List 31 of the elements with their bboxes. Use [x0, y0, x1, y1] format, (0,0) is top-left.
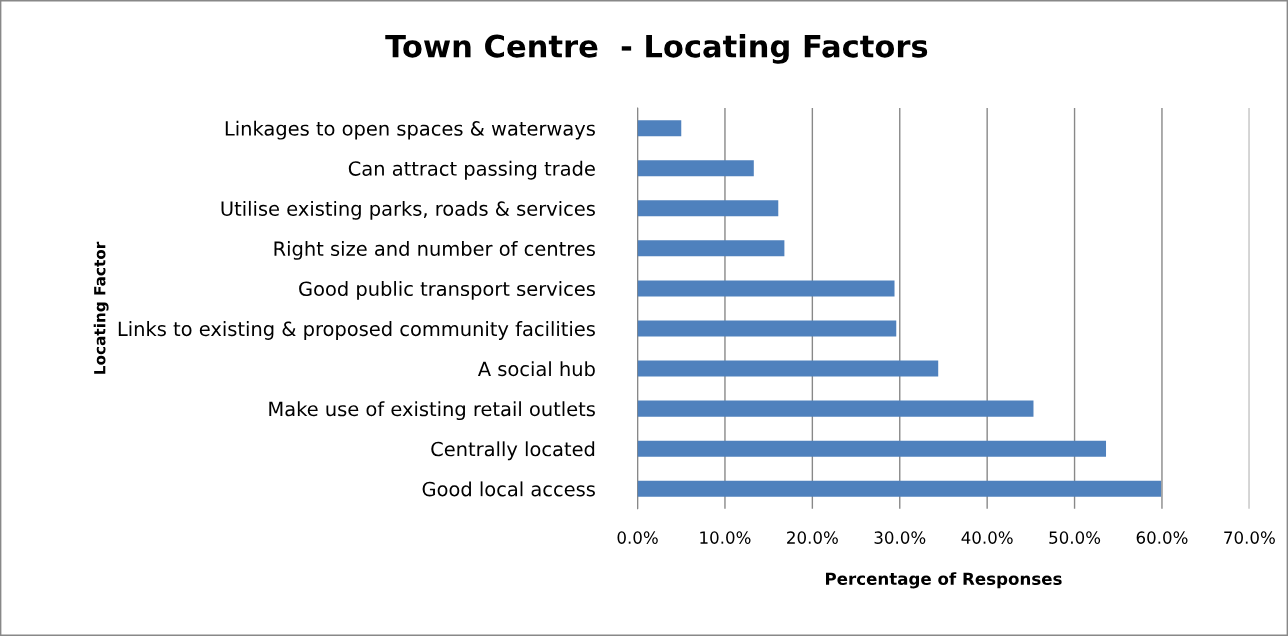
bar: [637, 240, 785, 257]
y-tick-label: Good local access: [422, 481, 595, 497]
x-tick-label: 20.0%: [787, 531, 838, 544]
bar: [637, 320, 897, 337]
x-tick-label: 60.0%: [1136, 531, 1188, 544]
bar: [637, 360, 939, 377]
x-tick-label: 50.0%: [1049, 531, 1101, 544]
bar: [637, 200, 779, 217]
y-tick-label: A social hub: [477, 361, 595, 377]
y-tick-label: Right size and number of centres: [274, 240, 595, 260]
y-axis-title: Locating Factor: [93, 241, 109, 374]
y-tick-label: Centrally located: [431, 441, 595, 461]
bar: [637, 480, 1162, 497]
y-tick-label: Make use of existing retail outlets: [269, 401, 595, 421]
x-tick-label: 30.0%: [874, 531, 926, 544]
bar: [637, 400, 1034, 417]
y-tick-label: Utilise existing parks, roads & services: [221, 200, 595, 220]
bar: [637, 160, 754, 177]
x-tick-label: 40.0%: [961, 531, 1013, 544]
x-tick-label: 10.0%: [700, 531, 751, 544]
bar: [637, 280, 895, 297]
x-axis-title: Percentage of Responses: [826, 572, 1062, 589]
x-tick-label: 70.0%: [1224, 531, 1275, 544]
bar: [637, 440, 1107, 457]
bar: [637, 120, 682, 137]
y-tick-label: Good public transport services: [299, 281, 595, 300]
y-tick-label: Linkages to open spaces & waterways: [225, 120, 595, 140]
y-tick-label: Links to existing & proposed community facilities: [118, 321, 595, 340]
chart-title: Town Centre - Locating Factors: [385, 34, 928, 64]
x-tick-label: 0.0%: [617, 531, 658, 544]
y-tick-label: Can attract passing trade: [348, 160, 595, 180]
